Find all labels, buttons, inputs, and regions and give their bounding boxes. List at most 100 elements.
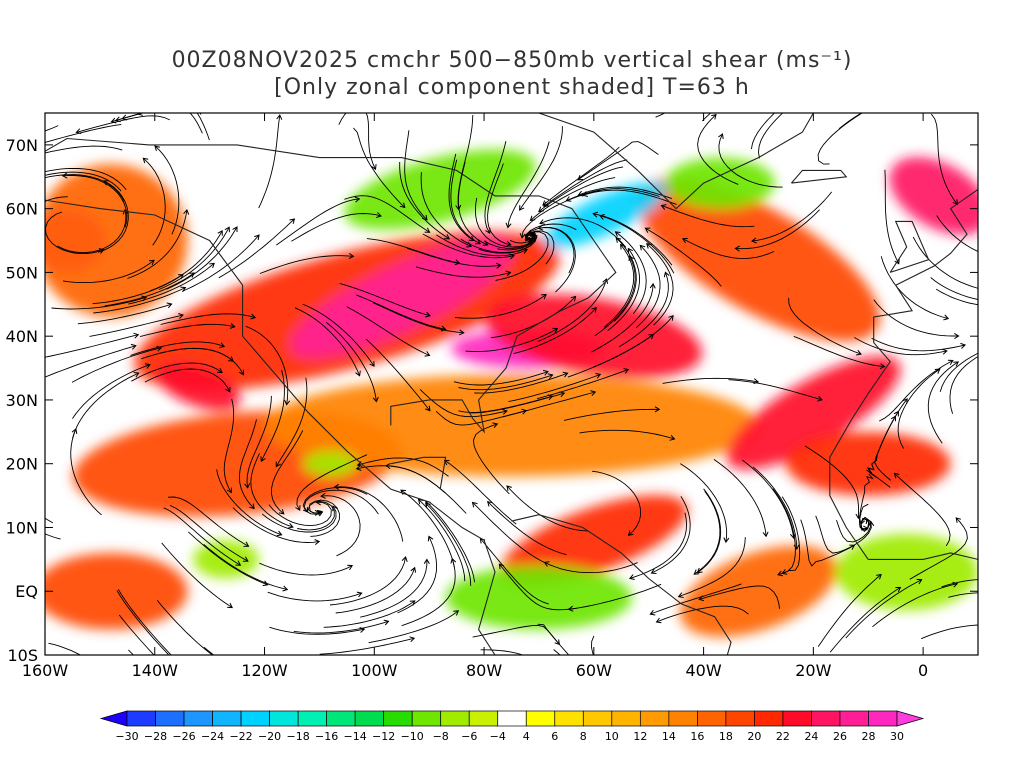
- streamline: [718, 133, 783, 188]
- streamline: [777, 496, 801, 576]
- streamline: [858, 473, 874, 532]
- streamline-arrow-icon: [943, 314, 950, 321]
- colorbar-tick-label: 14: [662, 730, 676, 743]
- streamline-arrow-icon: [288, 675, 293, 680]
- streamline-arrow-icon: [453, 610, 460, 616]
- streamline: [564, 408, 660, 421]
- streamline-arrow-icon: [577, 175, 584, 181]
- streamline-arrow-icon: [505, 270, 512, 277]
- shear-region-22: [302, 450, 358, 477]
- streamline-arrow-icon: [879, 363, 886, 370]
- streamline-arrow-icon: [232, 226, 238, 232]
- streamline: [793, 335, 885, 368]
- streamline: [936, 215, 978, 252]
- streamline-arrow-icon: [1017, 300, 1021, 305]
- streamline: [650, 583, 742, 615]
- streamline: [678, 537, 746, 598]
- streamline: [293, 620, 389, 634]
- streamline: [418, 499, 466, 582]
- streamline-arrow-icon: [644, 227, 651, 233]
- streamline-arrow-icon: [242, 556, 249, 562]
- streamline-arrow-icon: [519, 205, 525, 211]
- streamline-arrow-icon: [627, 530, 634, 536]
- streamline-arrow-icon: [564, 677, 569, 682]
- streamline-arrow-icon: [466, 242, 472, 248]
- colorbar-swatch: [697, 710, 727, 727]
- colorbar-tick-label: −22: [229, 730, 252, 743]
- shading-blobs: [45, 149, 978, 637]
- streamline: [357, 457, 449, 477]
- streamline-arrow-icon: [952, 581, 959, 588]
- streamline-arrow-icon: [790, 533, 796, 540]
- streamline-arrow-icon: [320, 492, 326, 499]
- streamline: [935, 288, 978, 306]
- streamline-arrow-icon: [570, 295, 577, 302]
- map-panel: [31, 112, 1021, 682]
- streamline: [425, 500, 476, 583]
- streamline-arrow-icon: [781, 569, 788, 575]
- streamline-arrow-icon: [542, 200, 548, 206]
- streamline: [880, 256, 949, 320]
- streamline-arrow-icon: [262, 580, 269, 587]
- coastline-7: [790, 169, 848, 184]
- lat-tick-label: 20N: [6, 455, 38, 474]
- streamline-arrow-icon: [254, 234, 260, 241]
- shear-region-16: [344, 149, 536, 230]
- shear-region-14: [500, 495, 688, 586]
- lon-tick-label: 140W: [132, 661, 179, 680]
- streamline: [166, 226, 238, 290]
- streamline-arrow-icon: [777, 570, 784, 577]
- streamline-arrow-icon: [942, 348, 948, 355]
- coastline-1: [45, 137, 617, 434]
- streamline-arrow-icon: [38, 176, 43, 181]
- streamline: [884, 169, 900, 264]
- coastline-2: [511, 514, 732, 655]
- streamline-arrow-icon: [723, 537, 730, 544]
- streamline-arrow-icon: [947, 359, 954, 366]
- streamline: [662, 377, 759, 384]
- streamline-arrow-icon: [486, 501, 493, 507]
- streamline-arrow-icon: [34, 253, 39, 258]
- streamline-arrow-icon: [654, 406, 661, 413]
- colorbar-swatch: [554, 710, 584, 727]
- streamline: [537, 623, 570, 655]
- streamline-arrow-icon: [598, 214, 605, 220]
- lon-tick-label: 160W: [22, 661, 69, 680]
- colorbar-tick-label: 12: [633, 730, 647, 743]
- streamline-arrow-icon: [31, 175, 36, 180]
- streamline: [137, 113, 210, 141]
- streamline-arrow-icon: [468, 235, 475, 242]
- streamline-arrow-icon: [71, 428, 78, 434]
- streamline-arrow-icon: [244, 483, 251, 489]
- colorbar-swatch: [155, 710, 185, 727]
- streamline: [484, 141, 507, 234]
- streamline-arrow-icon: [614, 231, 621, 237]
- streamline-arrow-icon: [649, 282, 656, 289]
- streamline-arrow-icon: [894, 258, 900, 265]
- lat-tick-label: 40N: [6, 327, 38, 346]
- streamline-arrow-icon: [663, 271, 670, 278]
- streamline: [368, 610, 459, 644]
- streamline-arrow-icon: [639, 244, 646, 251]
- streamline: [655, 113, 666, 118]
- streamline-arrow-icon: [216, 367, 223, 374]
- streamline-arrow-icon: [417, 498, 424, 505]
- streamline: [339, 283, 431, 317]
- streamline-arrow-icon: [295, 505, 301, 511]
- streamline-arrow-icon: [355, 465, 362, 471]
- streamline: [444, 460, 517, 525]
- streamline-arrow-icon: [455, 204, 462, 211]
- streamline: [772, 488, 796, 574]
- colorbar-max-arrow: [896, 710, 925, 727]
- streamline: [878, 360, 954, 422]
- streamline-arrow-icon: [133, 372, 140, 378]
- streamline: [941, 579, 978, 588]
- streamline-arrow-icon: [314, 539, 321, 545]
- streamline: [866, 416, 896, 488]
- streamline: [188, 531, 268, 586]
- colorbar-tick-label: 20: [747, 730, 761, 743]
- streamline: [594, 255, 636, 337]
- streamline: [415, 266, 511, 278]
- streamline: [261, 505, 337, 533]
- streamline-arrow-icon: [562, 371, 569, 378]
